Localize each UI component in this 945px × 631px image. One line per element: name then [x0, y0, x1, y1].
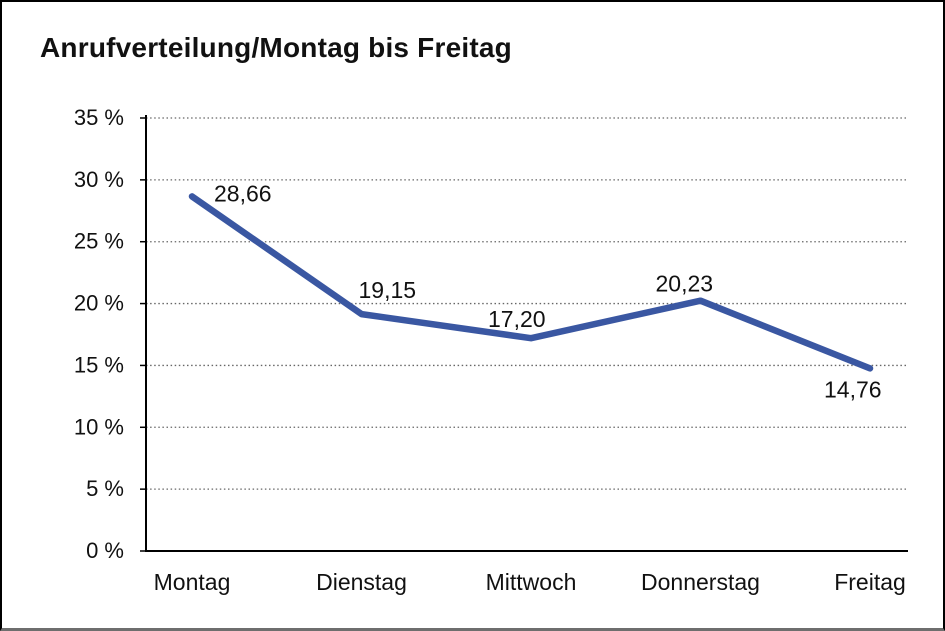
value-labels: 28,66 19,15 17,20 20,23 14,76: [214, 180, 882, 402]
axes: [140, 115, 908, 552]
y-axis-labels: 0 % 5 % 10 % 15 % 20 % 25 % 30 % 35 %: [74, 105, 124, 563]
y-tick-label: 25 %: [74, 229, 124, 254]
y-tick-label: 30 %: [74, 167, 124, 192]
x-axis-labels: Montag Dienstag Mittwoch Donnerstag Freitag: [154, 569, 906, 595]
y-tick-label: 0 %: [86, 538, 124, 563]
series: [188, 193, 874, 372]
x-category-label: Freitag: [834, 569, 906, 595]
value-label: 20,23: [656, 271, 714, 297]
chart-title: Anrufverteilung/Montag bis Freitag: [40, 32, 512, 63]
x-category-label: Mittwoch: [486, 569, 577, 595]
value-label: 14,76: [824, 376, 882, 402]
series-line: [188, 193, 874, 372]
gridlines: [146, 117, 908, 490]
y-tick-label: 20 %: [74, 291, 124, 316]
y-tick-label: 35 %: [74, 105, 124, 130]
y-tick-label: 10 %: [74, 414, 124, 439]
value-label: 17,20: [488, 306, 546, 332]
x-category-label: Donnerstag: [641, 569, 760, 595]
x-category-label: Montag: [154, 569, 231, 595]
x-category-label: Dienstag: [316, 569, 407, 595]
value-label: 19,15: [359, 277, 417, 303]
y-tick-label: 15 %: [74, 352, 124, 377]
y-tick-label: 5 %: [86, 476, 124, 501]
value-label: 28,66: [214, 180, 272, 206]
